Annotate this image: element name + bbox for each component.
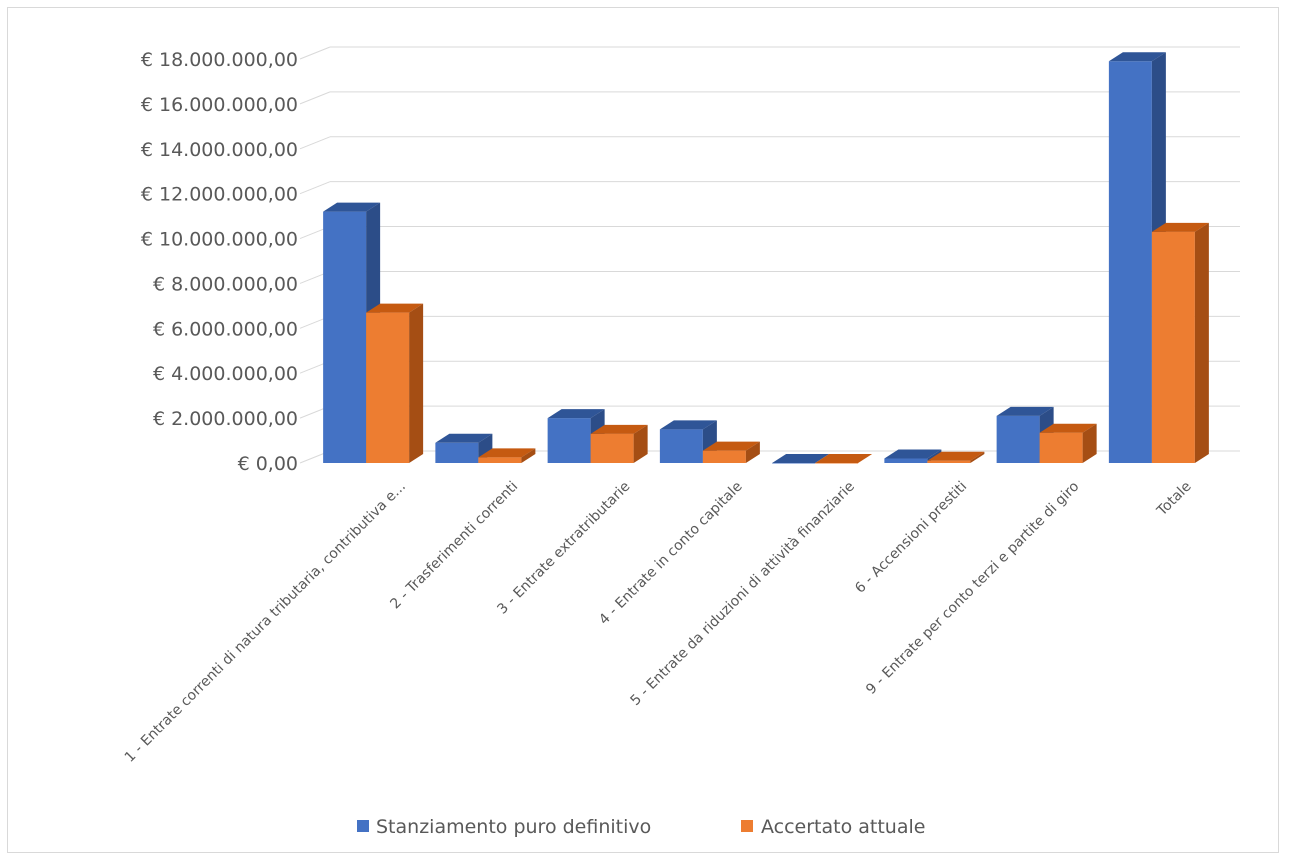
x-axis-ticks: 1 - Entrate correnti di natura tributari… <box>122 479 1195 766</box>
bar-front-face <box>323 211 367 463</box>
bar-top-face <box>1151 222 1209 232</box>
y-tick-label: € 14.000.000,00 <box>141 139 298 161</box>
y-tick-label: € 8.000.000,00 <box>153 273 298 295</box>
x-tick-label: 3 - Entrate extratributarie <box>494 479 633 618</box>
x-tick-label: 5 - Entrate da riduzioni di attività fin… <box>628 479 858 709</box>
bar-2-1 <box>366 303 424 463</box>
bar-side-face <box>521 448 536 463</box>
bar-top-face <box>659 420 717 430</box>
bar-top-face <box>323 202 381 212</box>
bar-front-face <box>1039 432 1083 463</box>
y-tick-label: € 6.000.000,00 <box>153 318 298 340</box>
gridline-depth <box>299 46 331 60</box>
bar-front-face <box>435 442 479 463</box>
x-tick-label: 2 - Trasferimenti correnti <box>387 479 521 613</box>
bar-front-face <box>547 418 591 463</box>
bar-top-face <box>702 441 760 451</box>
bar-1-2 <box>435 433 493 463</box>
bar-front-face <box>927 460 971 463</box>
x-tick-label: 6 - Accensioni prestiti <box>852 479 970 597</box>
gridline-depth <box>299 136 331 150</box>
y-axis-ticks: € 0,00 € 2.000.000,00 € 4.000.000,00 € 6.00… <box>141 49 298 475</box>
legend-swatch-series-1 <box>357 820 369 832</box>
y-tick-label: € 18.000.000,00 <box>141 49 298 71</box>
legend-label-series-1: Stanziamento puro definitivo <box>376 816 651 838</box>
bar-top-face <box>1039 423 1097 433</box>
bar-side-face <box>633 424 648 463</box>
bar-2-4 <box>702 441 760 463</box>
bar-side-face <box>745 441 760 463</box>
bar-front-face <box>996 415 1040 463</box>
x-tick-label: 9 - Entrate per conto terzi e partite di… <box>863 479 1082 698</box>
bar-side-face <box>409 303 424 463</box>
bar-top-face <box>927 451 985 461</box>
gridline-depth <box>299 91 331 105</box>
gridline-depth <box>299 181 331 195</box>
bar-side-face <box>970 451 985 463</box>
bar-top-face <box>772 454 830 463</box>
bar-2-7 <box>1039 423 1097 463</box>
y-tick-label: € 0,00 <box>238 453 298 475</box>
bars <box>323 52 1209 464</box>
y-tick-label: € 16.000.000,00 <box>141 94 298 116</box>
bar-top-face <box>478 448 536 458</box>
legend-swatch-series-2 <box>741 820 753 832</box>
bar-top-face <box>435 433 493 443</box>
x-tick-label: Totale <box>1153 479 1194 520</box>
bar-front-face <box>884 458 928 463</box>
x-tick-label: 1 - Entrate correnti di natura tributari… <box>122 479 409 766</box>
bar-front-face <box>815 463 859 464</box>
bar-top-face <box>884 449 942 459</box>
bar-top-face <box>815 454 873 463</box>
bar-front-face <box>702 450 746 463</box>
bar-top-face <box>1108 52 1166 62</box>
bar-front-face <box>590 433 634 463</box>
bar-2-6 <box>927 451 985 463</box>
y-tick-label: € 2.000.000,00 <box>153 408 298 430</box>
bar-1-5 <box>772 454 830 464</box>
bar-top-face <box>366 303 424 313</box>
bar-2-8 <box>1151 222 1209 463</box>
legend-label-series-2: Accertato attuale <box>761 816 925 838</box>
bar-top-face <box>590 424 648 434</box>
legend[interactable]: Stanziamento puro definitivo Accertato a… <box>357 816 925 838</box>
bar-front-face <box>478 457 522 463</box>
bar-front-face <box>1151 231 1195 463</box>
bar-top-face <box>996 406 1054 416</box>
y-tick-label: € 10.000.000,00 <box>141 229 298 251</box>
bar-side-face <box>1082 423 1097 463</box>
bar-side-face <box>1194 222 1209 463</box>
bar-2-5 <box>815 454 873 464</box>
y-tick-label: € 4.000.000,00 <box>153 363 298 385</box>
gridlines <box>299 46 1240 464</box>
bar-top-face <box>547 409 605 419</box>
bar-front-face <box>1108 61 1152 463</box>
y-tick-label: € 12.000.000,00 <box>141 184 298 206</box>
bar-front-face <box>366 312 410 463</box>
bar-front-face <box>659 429 703 463</box>
bar-front-face <box>772 463 816 464</box>
bar-2-2 <box>478 448 536 463</box>
bar-2-3 <box>590 424 648 463</box>
